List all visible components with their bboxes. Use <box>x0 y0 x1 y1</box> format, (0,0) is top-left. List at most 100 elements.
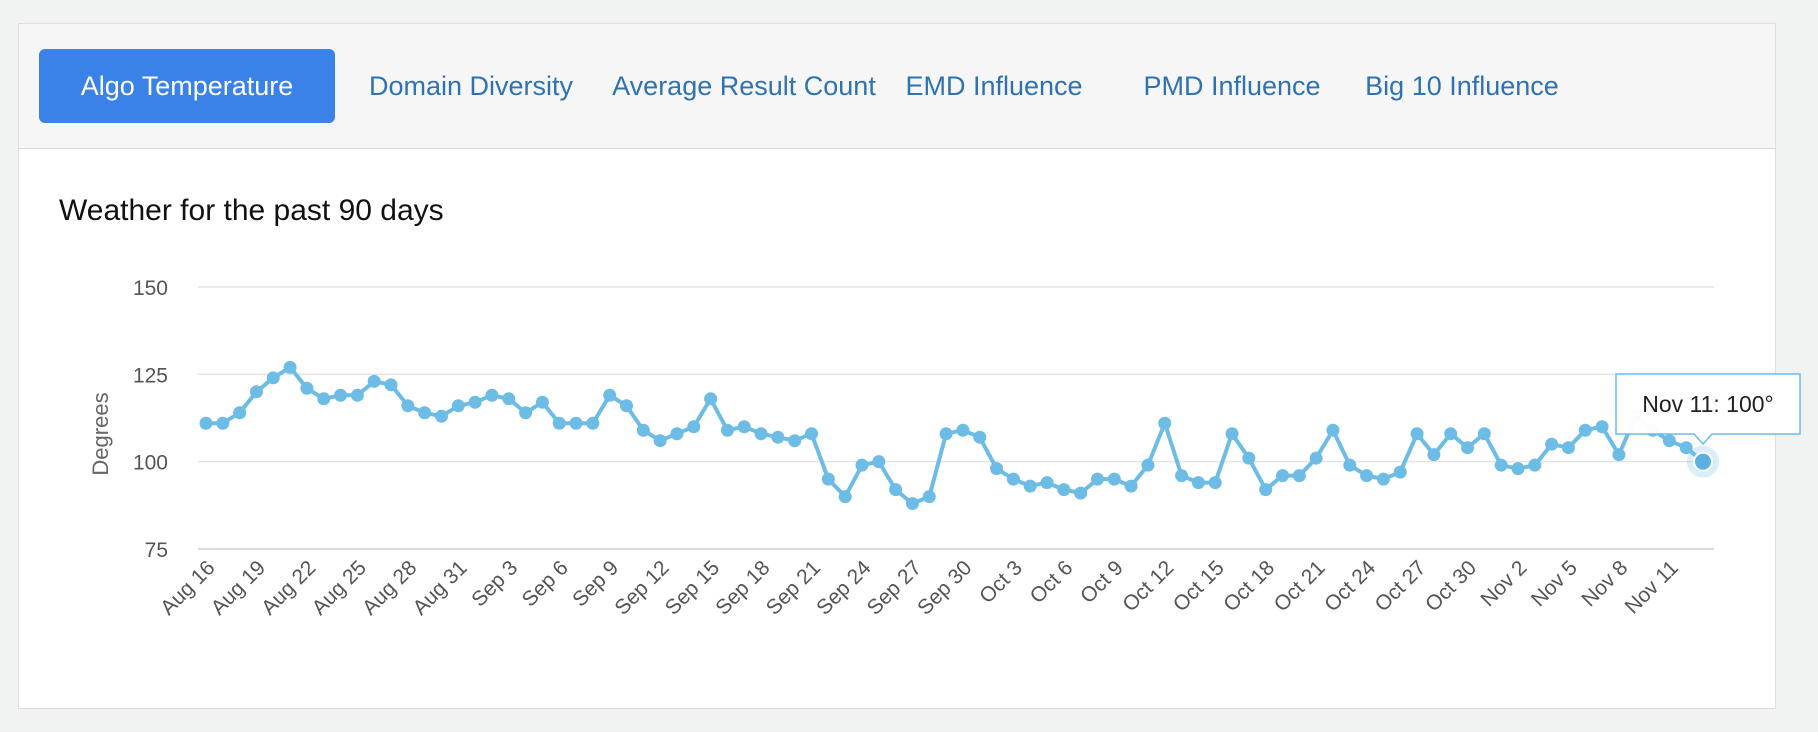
data-point[interactable] <box>1326 423 1340 437</box>
tab-big-10-influence[interactable]: Big 10 Influence <box>1365 70 1559 101</box>
data-point[interactable] <box>1528 458 1542 472</box>
data-point[interactable] <box>973 430 987 444</box>
data-point[interactable] <box>1679 441 1693 455</box>
data-point[interactable] <box>670 427 684 441</box>
data-point[interactable] <box>233 406 247 420</box>
data-point[interactable] <box>1040 476 1054 490</box>
data-point[interactable] <box>653 434 667 448</box>
data-point[interactable] <box>687 420 701 434</box>
data-point[interactable] <box>1158 416 1172 430</box>
data-point[interactable] <box>1360 469 1374 483</box>
data-point[interactable] <box>855 458 869 472</box>
data-point[interactable] <box>552 416 566 430</box>
data-point[interactable] <box>468 395 482 409</box>
data-point[interactable] <box>350 388 364 402</box>
tab-pmd-influence[interactable]: PMD Influence <box>1143 70 1321 101</box>
data-point[interactable] <box>737 420 751 434</box>
tab-average-result-count[interactable]: Average Result Count <box>612 70 876 101</box>
data-point[interactable] <box>1343 458 1357 472</box>
data-point[interactable] <box>620 399 634 413</box>
data-point[interactable] <box>1393 465 1407 479</box>
data-point[interactable] <box>889 483 903 497</box>
x-tick-label: Oct 3 <box>975 556 1027 608</box>
data-point[interactable] <box>956 423 970 437</box>
data-point[interactable] <box>266 371 280 385</box>
data-point[interactable] <box>334 388 348 402</box>
tab-algo-temperature[interactable]: Algo Temperature <box>39 49 335 123</box>
data-point[interactable] <box>434 409 448 423</box>
data-point[interactable] <box>367 374 381 388</box>
data-point[interactable] <box>990 462 1004 476</box>
data-point[interactable] <box>1141 458 1155 472</box>
data-point[interactable] <box>1612 448 1626 462</box>
data-point[interactable] <box>821 472 835 486</box>
data-point[interactable] <box>1023 479 1037 493</box>
data-point[interactable] <box>788 434 802 448</box>
data-point[interactable] <box>805 427 819 441</box>
data-point[interactable] <box>1208 476 1222 490</box>
data-point[interactable] <box>1292 469 1306 483</box>
data-point[interactable] <box>636 423 650 437</box>
data-point[interactable] <box>502 392 516 406</box>
data-point[interactable] <box>300 381 314 395</box>
highlighted-point[interactable] <box>1693 451 1713 472</box>
data-point[interactable] <box>1477 427 1491 441</box>
data-point[interactable] <box>535 395 549 409</box>
data-point[interactable] <box>1494 458 1508 472</box>
data-point[interactable] <box>586 416 600 430</box>
data-point[interactable] <box>1410 427 1424 441</box>
x-tick-label: Sep 12 <box>610 556 673 619</box>
x-tick-label: Oct 24 <box>1320 556 1380 616</box>
tooltip-text: Nov 11: 100° <box>1642 391 1774 417</box>
data-point[interactable] <box>704 392 718 406</box>
data-point[interactable] <box>1427 448 1441 462</box>
data-point[interactable] <box>1595 420 1609 434</box>
data-point[interactable] <box>1242 451 1256 465</box>
data-point[interactable] <box>603 388 617 402</box>
data-point[interactable] <box>1057 483 1071 497</box>
data-point[interactable] <box>1309 451 1323 465</box>
data-point[interactable] <box>720 423 734 437</box>
data-point[interactable] <box>199 416 213 430</box>
data-point[interactable] <box>1662 434 1676 448</box>
data-point[interactable] <box>939 427 953 441</box>
data-point[interactable] <box>1461 441 1475 455</box>
data-point[interactable] <box>216 416 230 430</box>
data-point[interactable] <box>771 430 785 444</box>
data-point[interactable] <box>569 416 583 430</box>
data-point[interactable] <box>1376 472 1390 486</box>
data-point[interactable] <box>905 497 919 511</box>
data-point[interactable] <box>401 399 415 413</box>
data-point[interactable] <box>1275 469 1289 483</box>
data-point[interactable] <box>1006 472 1020 486</box>
data-point[interactable] <box>1191 476 1205 490</box>
data-point[interactable] <box>1444 427 1458 441</box>
data-point[interactable] <box>838 490 852 504</box>
data-point[interactable] <box>1090 472 1104 486</box>
tab-domain-diversity[interactable]: Domain Diversity <box>368 70 574 101</box>
data-point[interactable] <box>1175 469 1189 483</box>
y-axis-label: Degrees <box>88 392 113 475</box>
tab-emd-influence[interactable]: EMD Influence <box>905 70 1083 101</box>
data-point[interactable] <box>1107 472 1121 486</box>
data-point[interactable] <box>384 378 398 392</box>
data-point[interactable] <box>485 388 499 402</box>
data-point[interactable] <box>418 406 432 420</box>
data-point[interactable] <box>1124 479 1138 493</box>
data-point[interactable] <box>754 427 768 441</box>
data-point[interactable] <box>1545 437 1559 451</box>
data-point[interactable] <box>317 392 331 406</box>
data-point[interactable] <box>1259 483 1273 497</box>
data-point[interactable] <box>249 385 263 399</box>
data-point[interactable] <box>451 399 465 413</box>
data-point[interactable] <box>1511 462 1525 476</box>
data-point[interactable] <box>519 406 533 420</box>
data-point[interactable] <box>1561 441 1575 455</box>
data-point[interactable] <box>1578 423 1592 437</box>
data-point[interactable] <box>922 490 936 504</box>
data-point[interactable] <box>1074 486 1088 500</box>
data-point[interactable] <box>1225 427 1239 441</box>
data-point[interactable] <box>283 360 297 374</box>
data-point[interactable] <box>872 455 886 469</box>
y-axis-ticks: 75 100 125 150 <box>133 277 168 562</box>
